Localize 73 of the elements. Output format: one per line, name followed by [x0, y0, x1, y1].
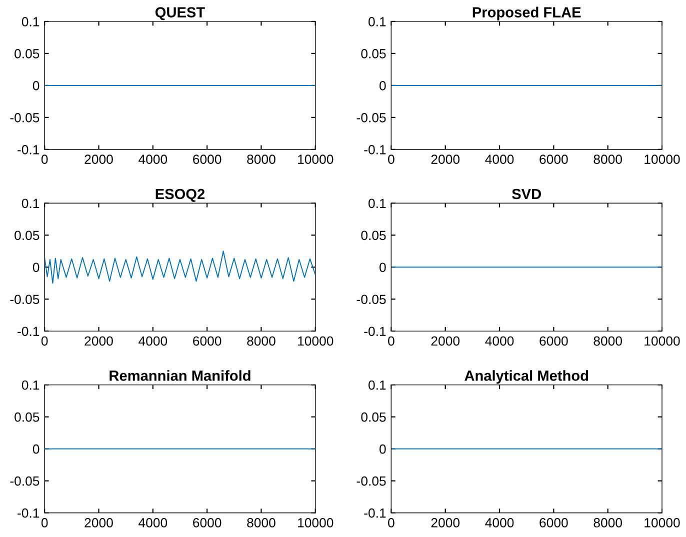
y-tick-label: -0.05: [356, 294, 386, 304]
x-tick-label: 0: [388, 336, 394, 346]
y-tick-label: 0.1: [368, 198, 386, 208]
line-series: [44, 250, 316, 284]
x-tick-label: 8000: [247, 518, 276, 528]
x-tick-label: 8000: [594, 336, 622, 346]
y-tick-label: -0.1: [18, 326, 40, 336]
x-tick-label: 0: [388, 154, 394, 164]
y-tick-label: 0: [32, 81, 40, 90]
x-tick-label: 10000: [644, 518, 680, 528]
y-tick-label: -0.05: [356, 113, 386, 122]
x-tick-label: 2000: [431, 518, 460, 528]
y-tick-label: -0.1: [364, 326, 386, 336]
x-tick-label: 8000: [247, 336, 276, 346]
y-tick-label: 0.1: [22, 380, 40, 390]
x-tick-label: 10000: [298, 154, 334, 164]
x-tick-label: 6000: [193, 518, 222, 528]
x-tick-label: 8000: [594, 154, 622, 164]
x-tick-label: 2000: [84, 154, 113, 164]
x-tick-label: 6000: [193, 336, 222, 346]
x-tick-label: 0: [41, 518, 48, 528]
x-tick-label: 6000: [540, 518, 568, 528]
y-tick-label: 0: [380, 81, 386, 90]
x-tick-label: 4000: [485, 336, 514, 346]
x-tick-label: 10000: [644, 336, 680, 346]
y-tick-label: -0.1: [18, 508, 40, 518]
chart-title: Analytical Method: [464, 370, 588, 384]
x-tick-label: 10000: [298, 336, 334, 346]
x-tick-label: 8000: [247, 154, 276, 164]
x-tick-label: 8000: [594, 518, 622, 528]
chart-title: Remannian Manifold: [110, 370, 250, 381]
x-tick-label: 4000: [485, 154, 514, 164]
x-tick-label: 0: [41, 154, 48, 164]
x-tick-label: 4000: [485, 518, 514, 528]
y-tick-label: -0.1: [364, 508, 386, 518]
y-tick-label: 0.1: [368, 17, 386, 26]
y-tick-label: 0: [380, 262, 386, 272]
x-tick-label: 0: [388, 518, 394, 528]
x-tick-label: 2000: [431, 154, 460, 164]
x-tick-label: 10000: [644, 154, 680, 164]
y-tick-label: 0: [380, 444, 386, 454]
y-tick-label: 0.1: [22, 198, 40, 208]
y-tick-label: 0.05: [361, 49, 386, 58]
chart-title: Proposed FLAE: [472, 6, 581, 20]
y-tick-label: 0.05: [361, 230, 386, 240]
y-tick-label: 0.05: [14, 49, 40, 58]
chart-title: ESOQ2: [156, 188, 205, 202]
x-tick-label: 0: [41, 336, 48, 346]
y-tick-label: 0.05: [14, 230, 40, 240]
y-tick-label: 0.1: [22, 17, 40, 26]
chart-title: SVD: [512, 188, 541, 200]
y-tick-label: -0.05: [10, 113, 40, 122]
x-tick-label: 2000: [431, 336, 460, 346]
chart-title: QUEST: [155, 7, 205, 20]
y-tick-label: 0.1: [368, 380, 386, 390]
x-tick-label: 4000: [138, 518, 168, 528]
x-tick-label: 6000: [540, 154, 568, 164]
x-tick-label: 2000: [84, 336, 113, 346]
y-tick-label: -0.1: [18, 145, 40, 154]
y-tick-label: 0.05: [14, 412, 40, 422]
y-tick-label: -0.05: [10, 476, 40, 486]
y-tick-label: 0: [32, 444, 40, 454]
x-tick-label: 10000: [298, 518, 334, 528]
x-tick-label: 6000: [540, 336, 568, 346]
y-tick-label: 0: [32, 262, 40, 272]
y-tick-label: -0.05: [10, 294, 40, 304]
x-tick-label: 2000: [84, 518, 113, 528]
x-tick-label: 4000: [138, 154, 168, 164]
y-tick-label: -0.1: [364, 145, 386, 154]
y-tick-label: -0.05: [356, 476, 386, 486]
x-tick-label: 4000: [138, 336, 168, 346]
y-tick-label: 0.05: [361, 412, 386, 422]
x-tick-label: 6000: [193, 154, 222, 164]
